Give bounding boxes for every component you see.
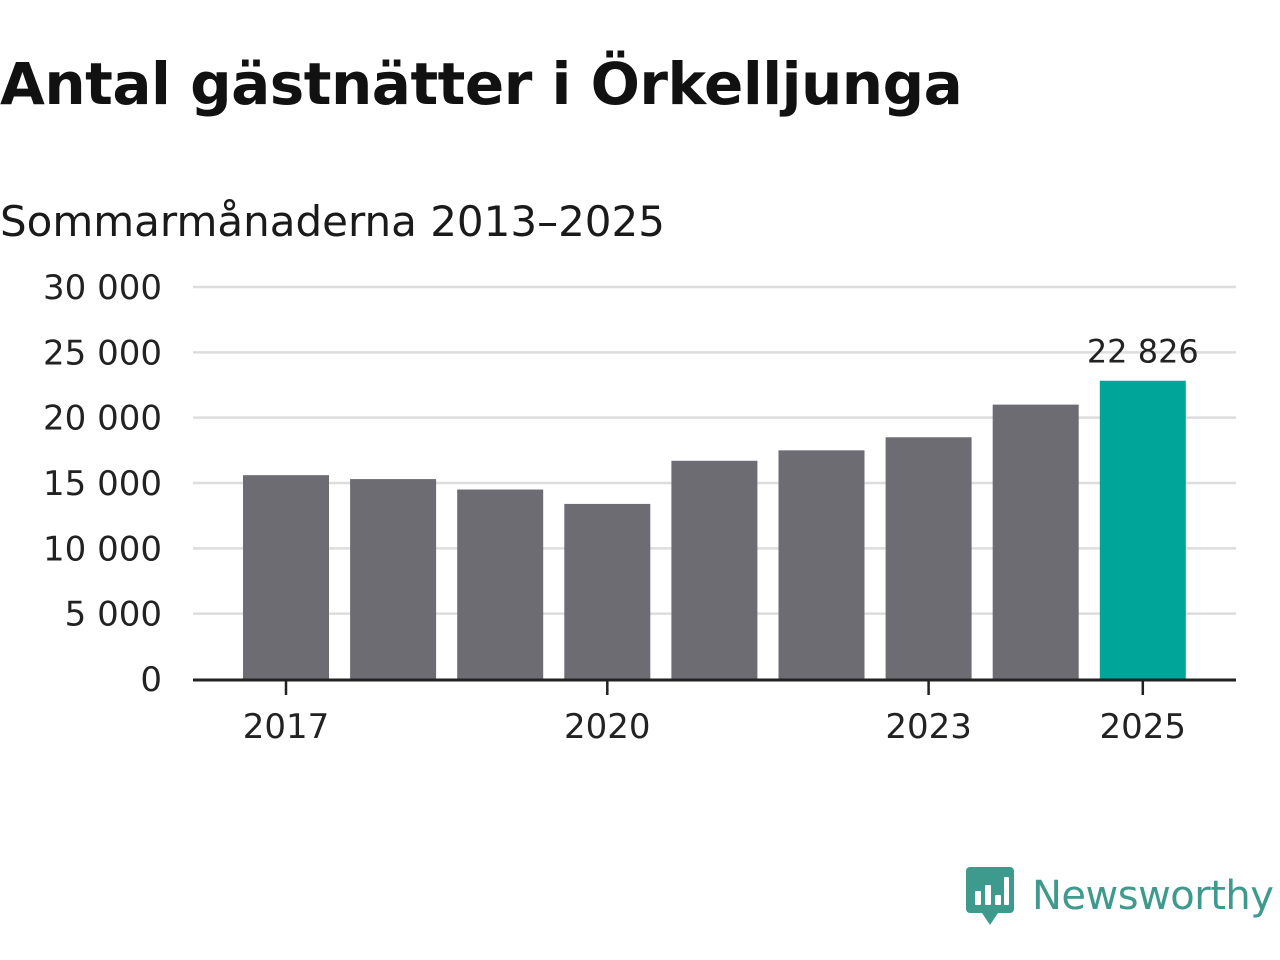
data-labels: 22 826	[1087, 333, 1199, 371]
y-tick-label: 5 000	[65, 595, 162, 635]
bar-2022	[778, 450, 865, 679]
bar-2024	[992, 404, 1079, 679]
x-tick-label: 2023	[885, 707, 972, 747]
bar-2021	[671, 460, 758, 679]
brand-name: Newsworthy	[1032, 873, 1274, 919]
chart-subtitle: Sommarmånaderna 2013–2025	[0, 197, 665, 246]
bar-2025	[1099, 380, 1186, 679]
chart-title: Antal gästnätter i Örkelljunga	[0, 50, 963, 118]
bar-2020	[564, 503, 651, 679]
data-label: 22 826	[1087, 333, 1199, 371]
y-tick-label: 20 000	[43, 399, 162, 439]
y-axis-tick-labels: 0 5 000 10 000 15 000 20 000 25 000 30 000	[43, 268, 162, 700]
x-tick-label: 2025	[1100, 707, 1187, 747]
y-tick-label: 30 000	[43, 268, 162, 308]
y-tick-label: 15 000	[43, 464, 162, 504]
x-axis	[193, 678, 1236, 695]
brand-logo: Newsworthy	[964, 864, 1274, 928]
x-tick-label: 2017	[243, 707, 330, 747]
bar-2023	[885, 437, 972, 679]
bar-2018	[350, 479, 437, 679]
x-tick-label: 2020	[564, 707, 651, 747]
y-tick-label: 10 000	[43, 529, 162, 569]
x-axis-tick-labels: 2017 2020 2023 2025	[243, 707, 1186, 747]
bars	[243, 380, 1186, 679]
newsworthy-logo-icon	[966, 867, 1014, 925]
y-tick-label: 25 000	[43, 333, 162, 373]
bar-2017	[243, 475, 329, 679]
bar-2019	[457, 489, 544, 679]
y-tick-label: 0	[140, 660, 162, 700]
